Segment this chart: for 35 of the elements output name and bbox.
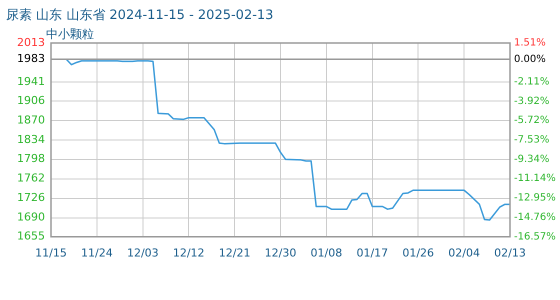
y2-tick-label: -5.72%: [514, 115, 550, 126]
x-tick-label: 02/04: [448, 246, 480, 260]
y-tick-label: 1762: [17, 172, 45, 185]
y2-tick-label: -11.14%: [514, 173, 556, 184]
x-tick-label: 12/30: [264, 246, 296, 260]
y-tick-label: 2013: [17, 36, 45, 49]
x-tick-label: 12/21: [218, 246, 250, 260]
y2-tick-label: -2.11%: [514, 76, 550, 88]
y2-tick-label: -9.34%: [514, 154, 550, 165]
y2-tick-label: -7.53%: [514, 134, 550, 146]
x-tick-label: 12/03: [126, 246, 159, 260]
y-tick-label: 1906: [17, 94, 45, 107]
x-tick-label: 12/12: [172, 246, 205, 260]
x-tick-label: 02/13: [494, 246, 526, 260]
y2-tick-label: -3.92%: [514, 96, 550, 107]
y2-tick-label: 0.00%: [514, 54, 546, 65]
y2-tick-label: -14.76%: [514, 212, 556, 223]
y-tick-label: 1941: [17, 74, 45, 88]
y-tick-label: 1870: [17, 113, 45, 126]
y2-tick-label: -12.95%: [514, 192, 556, 204]
y-tick-label: 1798: [17, 152, 45, 166]
x-tick-label: 11/24: [81, 246, 113, 260]
x-tick-label: 01/26: [402, 246, 434, 260]
y-tick-label: 1655: [17, 230, 45, 243]
x-tick-label: 11/15: [35, 246, 67, 260]
x-tick-label: 01/08: [310, 246, 342, 260]
y2-tick-label: -16.57%: [514, 231, 556, 242]
y-tick-label: 1834: [17, 132, 45, 146]
x-tick-label: 01/17: [356, 246, 388, 260]
chart-subtitle: 中小颗粒: [46, 26, 94, 43]
y2-tick-label: 1.51%: [514, 38, 546, 49]
y-tick-label: 1726: [17, 191, 45, 204]
y-tick-label: 1983: [17, 52, 45, 66]
y-tick-label: 1690: [17, 210, 45, 224]
chart-title: 尿素 山东 山东省 2024-11-15 - 2025-02-13: [6, 7, 274, 24]
